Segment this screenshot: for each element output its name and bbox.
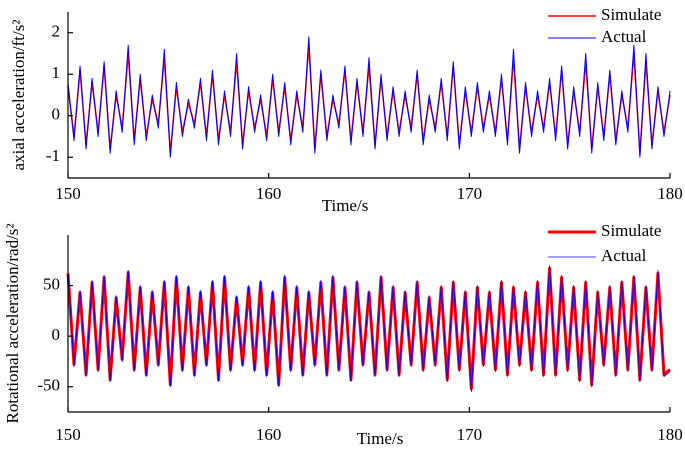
- x-axis-label: Time/s: [357, 429, 404, 448]
- series-line: [66, 266, 671, 391]
- y-tick-label: -50: [37, 376, 60, 395]
- y-axis-label: Rotational acceleration/rad/s²: [3, 223, 22, 423]
- y-tick-label: 1: [52, 63, 61, 82]
- x-tick-label: 160: [256, 425, 282, 444]
- legend-label: Actual: [601, 246, 647, 265]
- x-tick-label: 170: [457, 184, 483, 203]
- series-line: [67, 264, 671, 393]
- y-tick-label: 0: [52, 325, 61, 344]
- series-line: [67, 36, 671, 158]
- y-tick-label: 2: [52, 22, 61, 41]
- y-tick-label: 50: [43, 274, 60, 293]
- x-tick-label: 150: [55, 184, 81, 203]
- x-tick-label: 180: [657, 184, 683, 203]
- legend-label: Simulate: [601, 221, 661, 240]
- y-axis-label: axial acceleration/ft/s²: [9, 20, 28, 171]
- legend-label: Actual: [601, 27, 647, 46]
- y-tick-label: -1: [46, 146, 60, 165]
- x-tick-label: 180: [657, 425, 683, 444]
- x-axis-label: Time/s: [322, 196, 369, 215]
- x-tick-label: 160: [256, 184, 282, 203]
- y-tick-label: 0: [52, 105, 61, 124]
- x-tick-label: 170: [457, 425, 483, 444]
- legend-label: Simulate: [601, 5, 661, 24]
- x-tick-label: 150: [55, 425, 81, 444]
